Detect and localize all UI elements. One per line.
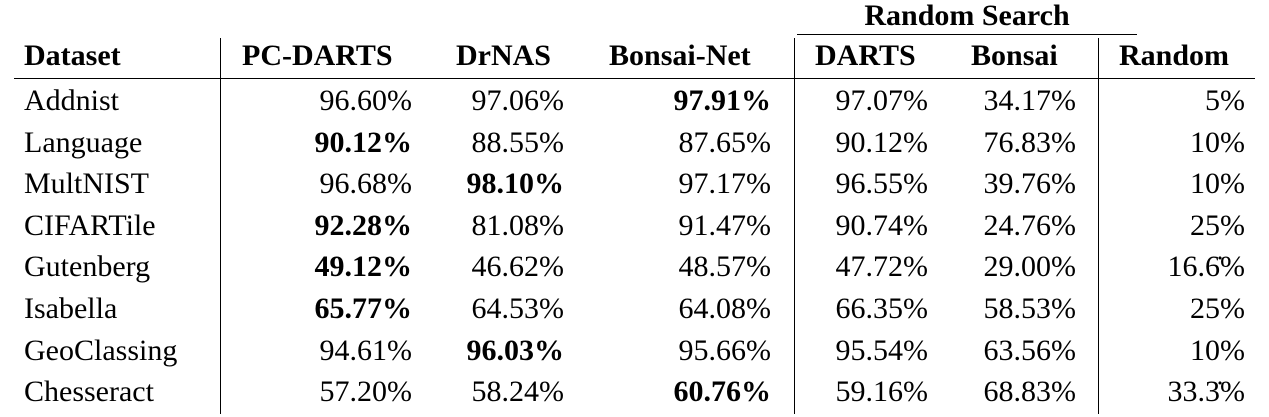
column-header-random: Random	[1119, 39, 1230, 72]
accuracy-cell: 96.68%	[319, 167, 413, 201]
accuracy-cell: 60.76%	[673, 375, 772, 409]
accuracy-cell: 10%	[1190, 125, 1245, 159]
accuracy-cell: 16.6̇%	[1167, 250, 1246, 284]
group-header-rule	[797, 34, 1137, 35]
column-divider	[1098, 38, 1099, 414]
accuracy-cell: 92.28%	[314, 208, 413, 242]
dataset-name-cell: Gutenberg	[24, 250, 151, 284]
accuracy-cell: 95.54%	[835, 333, 929, 367]
dataset-name-cell: CIFARTile	[24, 208, 156, 242]
accuracy-cell: 24.76%	[983, 208, 1077, 242]
accuracy-cell: 90.74%	[835, 208, 929, 242]
dataset-name-cell: MultNIST	[24, 167, 150, 201]
accuracy-cell: 46.62%	[471, 250, 565, 284]
table-row: CIFARTile 92.28% 81.08% 91.47% 90.74% 24.76% 2…	[0, 205, 1269, 247]
dataset-name-cell: Language	[24, 125, 143, 159]
accuracy-cell: 90.12%	[835, 125, 929, 159]
accuracy-cell: 97.91%	[673, 84, 772, 117]
dataset-name-cell: GeoClassing	[24, 333, 178, 367]
accuracy-cell: 25%	[1190, 292, 1245, 325]
accuracy-cell: 10%	[1190, 333, 1245, 367]
dataset-name-cell: Addnist	[24, 84, 120, 117]
accuracy-cell: 97.06%	[471, 84, 565, 117]
accuracy-cell: 97.07%	[835, 84, 929, 117]
dataset-name-cell: Chesseract	[24, 375, 154, 409]
accuracy-cell: 47.72%	[835, 250, 929, 284]
table-row: GeoClassing 94.61% 96.03% 95.66% 95.54% 63.56…	[0, 330, 1269, 372]
column-header-darts: DARTS	[815, 39, 916, 72]
accuracy-cell: 48.57%	[678, 250, 772, 284]
accuracy-cell: 65.77%	[314, 292, 413, 325]
accuracy-cell: 98.10%	[466, 167, 565, 201]
accuracy-cell: 58.53%	[983, 292, 1077, 325]
accuracy-cell: 95.66%	[678, 333, 772, 367]
accuracy-cell: 96.55%	[835, 167, 929, 201]
accuracy-cell: 66.35%	[835, 292, 929, 325]
table-row: Isabella 65.77% 64.53% 64.08% 66.35% 58.53% 25…	[0, 288, 1269, 330]
accuracy-cell: 49.12%	[314, 250, 413, 284]
table-row: Language 90.12% 88.55% 87.65% 90.12% 76.83% 10…	[0, 122, 1269, 164]
column-header-pc-darts: PC-DARTS	[242, 39, 393, 72]
table-row: Chesseract 57.20% 58.24% 60.76% 59.16% 68.83%…	[0, 371, 1269, 413]
accuracy-cell: 96.03%	[466, 333, 565, 367]
header-rule	[14, 78, 1255, 79]
column-header-dataset: Dataset	[24, 39, 121, 72]
header-row: Dataset PC-DARTS DrNAS Bonsai-Net DARTS …	[0, 34, 1269, 78]
accuracy-cell: 76.83%	[983, 125, 1077, 159]
accuracy-cell: 29.00%	[983, 250, 1077, 284]
accuracy-cell: 96.60%	[319, 84, 413, 117]
random-search-group-header: Random Search	[864, 0, 1070, 32]
accuracy-cell: 64.53%	[471, 292, 565, 325]
accuracy-cell: 39.76%	[983, 167, 1077, 201]
accuracy-cell: 59.16%	[835, 375, 929, 409]
accuracy-cell: 68.83%	[983, 375, 1077, 409]
accuracy-cell: 25%	[1190, 208, 1245, 242]
accuracy-cell: 33.3̇%	[1167, 375, 1246, 409]
accuracy-cell: 81.08%	[471, 208, 565, 242]
table-row: Gutenberg 49.12% 46.62% 48.57% 47.72% 29.00% 1…	[0, 246, 1269, 288]
accuracy-cell: 10%	[1190, 167, 1245, 201]
accuracy-cell: 58.24%	[471, 375, 565, 409]
column-header-bonsai-net: Bonsai-Net	[609, 39, 751, 72]
accuracy-cell: 63.56%	[983, 333, 1077, 367]
accuracy-cell: 88.55%	[471, 125, 565, 159]
table-row: Addnist 96.60% 97.06% 97.91% 97.07% 34.17% 5%	[0, 80, 1269, 122]
dataset-name-cell: Isabella	[24, 292, 118, 325]
accuracy-cell: 90.12%	[314, 125, 413, 159]
accuracy-cell: 97.17%	[678, 167, 772, 201]
accuracy-cell: 91.47%	[678, 208, 772, 242]
table-row: MultNIST 96.68% 98.10% 97.17% 96.55% 39.76% 10…	[0, 163, 1269, 205]
accuracy-cell: 87.65%	[678, 125, 772, 159]
column-header-bonsai: Bonsai	[971, 39, 1058, 72]
accuracy-cell: 5%	[1205, 84, 1245, 117]
accuracy-cell: 64.08%	[678, 292, 772, 325]
column-divider	[794, 38, 795, 414]
column-header-drnas: DrNAS	[456, 39, 551, 72]
accuracy-cell: 57.20%	[319, 375, 413, 409]
column-divider	[220, 38, 221, 414]
accuracy-cell: 34.17%	[983, 84, 1077, 117]
accuracy-cell: 94.61%	[319, 333, 413, 367]
